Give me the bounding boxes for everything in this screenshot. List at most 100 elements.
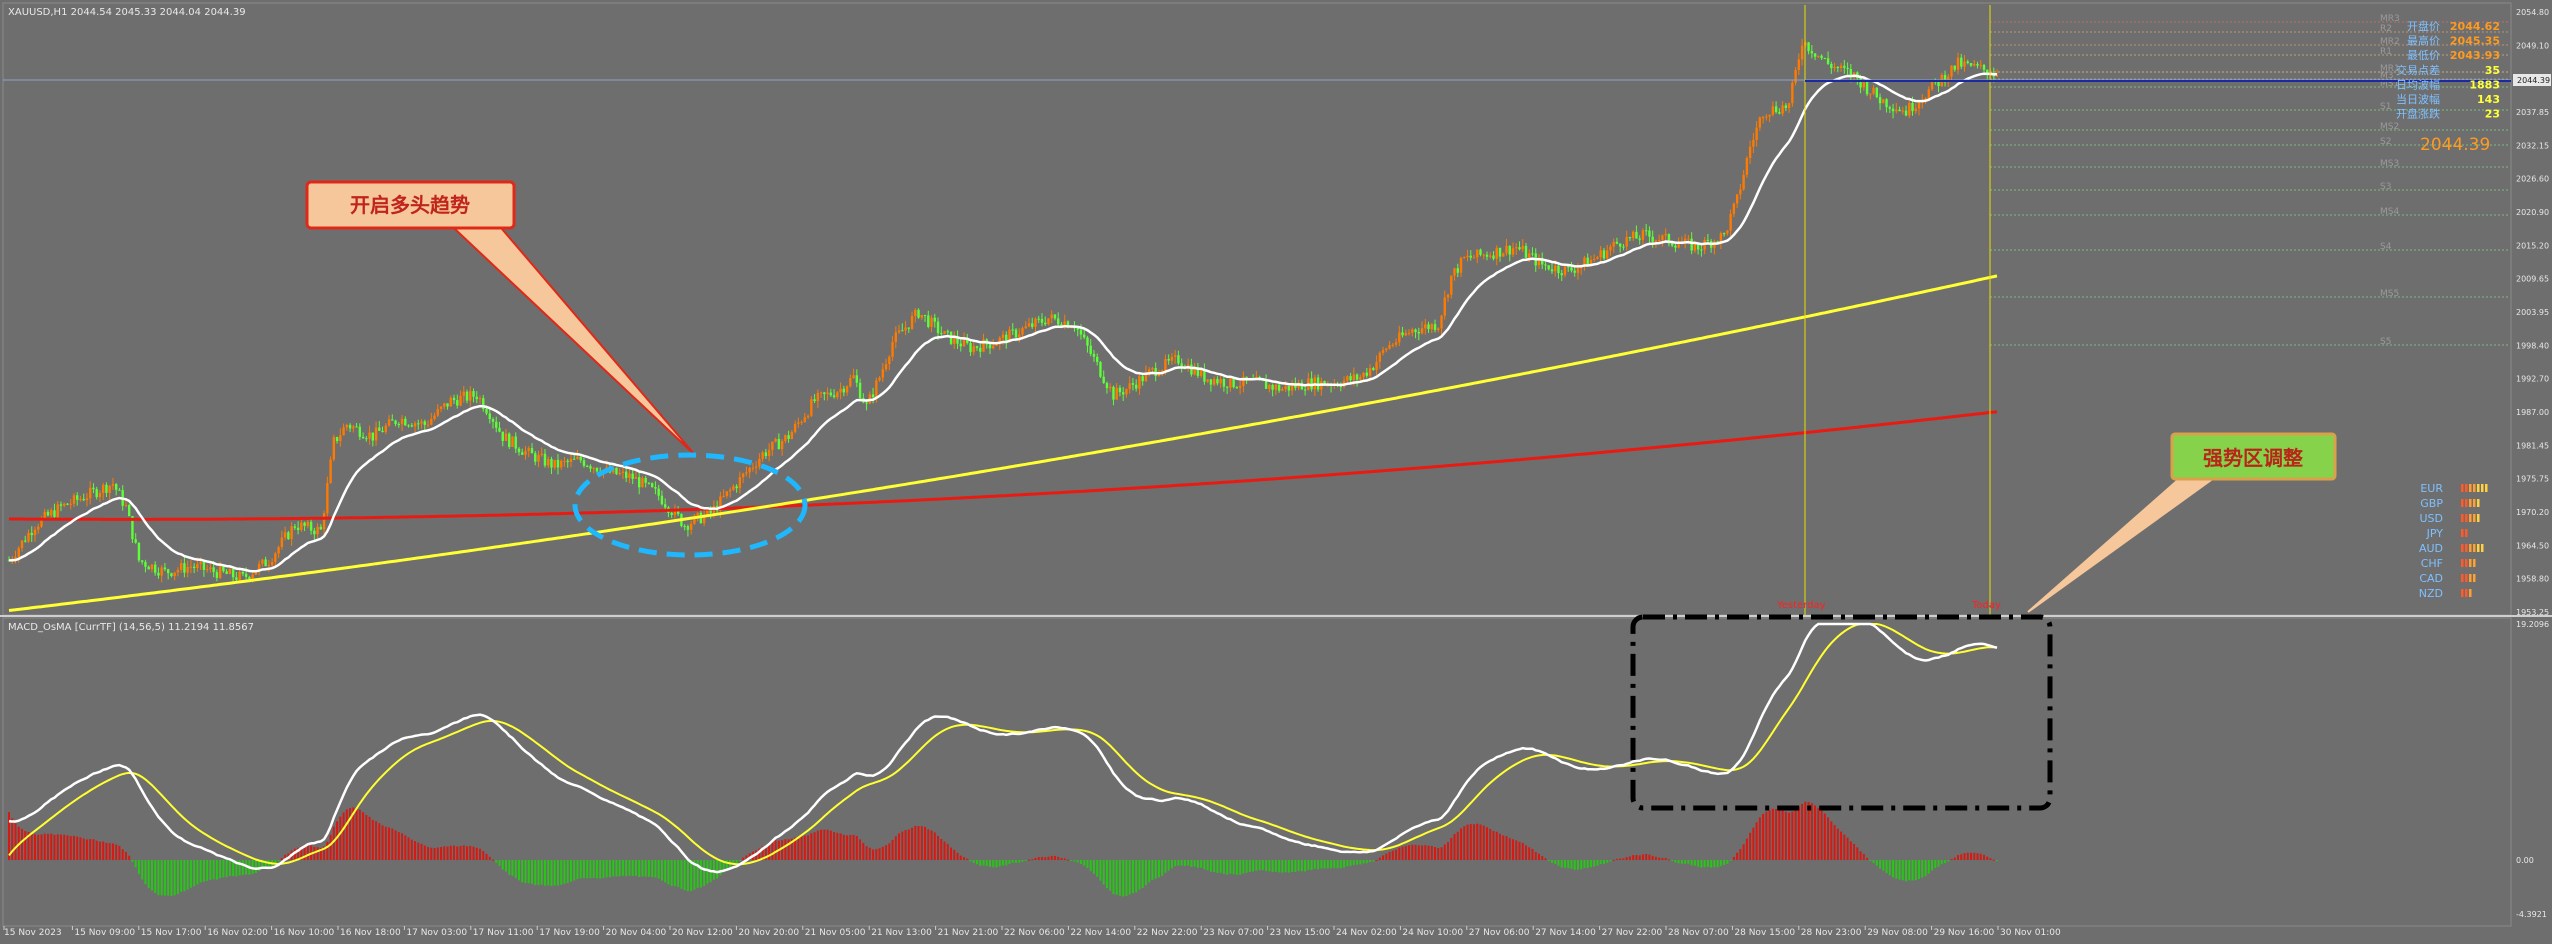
- macd-histogram-bar: [1970, 852, 1973, 861]
- candle-body: [82, 498, 85, 501]
- candle-body: [46, 511, 50, 516]
- candle-body: [560, 460, 563, 468]
- candle-body: [1992, 74, 1995, 77]
- macd-histogram-bar: [1047, 856, 1050, 861]
- candle-body: [1869, 93, 1872, 95]
- macd-histogram-bar: [1242, 860, 1245, 874]
- macd-histogram-bar: [1421, 845, 1424, 861]
- candle-body: [176, 569, 180, 573]
- time-tick-label: 22 Nov 14:00: [1070, 928, 1131, 938]
- macd-histogram-bar: [1352, 860, 1355, 865]
- candle-body: [1732, 203, 1736, 214]
- candle-body: [1839, 65, 1843, 68]
- candle-body: [1966, 61, 1969, 64]
- ma-fast-line: [8, 72, 1997, 573]
- macd-histogram-bar: [725, 860, 728, 870]
- macd-histogram-bar: [1716, 860, 1719, 868]
- macd-histogram-bar: [72, 835, 75, 861]
- candle-body: [1368, 367, 1372, 376]
- candle-body: [30, 532, 33, 536]
- macd-histogram-bar: [1505, 836, 1508, 861]
- candle-body: [644, 477, 647, 483]
- macd-histogram-bar: [1323, 860, 1326, 869]
- candle-body: [1459, 257, 1463, 273]
- macd-histogram-bar: [1541, 856, 1544, 861]
- candle-body: [566, 460, 569, 463]
- macd-histogram-bar: [716, 860, 719, 879]
- candle-body: [355, 426, 358, 428]
- macd-histogram-bar: [534, 860, 537, 886]
- macd-histogram-bar: [794, 837, 797, 861]
- candle-body: [959, 343, 962, 347]
- candle-body: [1479, 249, 1482, 255]
- macd-histogram-bar: [998, 860, 1001, 867]
- macd-tick-label: 0.00: [2516, 856, 2534, 865]
- candle-body: [1057, 318, 1060, 325]
- candle-body: [1235, 387, 1239, 389]
- candle-body: [24, 540, 27, 542]
- candle-body: [378, 427, 381, 431]
- macd-histogram-bar: [1492, 831, 1495, 861]
- candle-body: [1521, 245, 1524, 250]
- macd-histogram-bar: [875, 848, 878, 861]
- candle-body: [1076, 328, 1079, 330]
- candle-body: [472, 391, 475, 397]
- macd-histogram-bar: [1918, 860, 1921, 879]
- macd-histogram-bar: [1690, 860, 1693, 866]
- candle-body: [1813, 53, 1817, 57]
- price-tick-label: 2003.95: [2516, 308, 2549, 317]
- macd-histogram-bar: [1996, 860, 1998, 862]
- candle-body: [923, 314, 927, 316]
- candle-body: [1969, 63, 1973, 66]
- macd-histogram-bar: [284, 854, 287, 861]
- candle-body: [1271, 384, 1274, 390]
- candle-body: [1359, 377, 1362, 380]
- macd-histogram-bar: [1684, 860, 1687, 864]
- candle-body: [446, 403, 449, 407]
- macd-histogram-bar: [1281, 860, 1284, 873]
- candle-body: [335, 437, 339, 442]
- macd-histogram-bar: [43, 833, 46, 861]
- candle-body: [1388, 345, 1391, 349]
- candle-body: [1469, 255, 1472, 258]
- candle-body: [1277, 384, 1281, 391]
- macd-histogram-bar: [722, 860, 725, 873]
- macd-histogram-bar: [1888, 860, 1891, 876]
- macd-histogram-bar: [1953, 857, 1956, 861]
- candle-body: [160, 567, 163, 576]
- candle-body: [543, 453, 547, 466]
- macd-histogram-bar: [30, 833, 33, 861]
- candle-body: [1089, 345, 1092, 354]
- time-tick-label: 23 Nov 15:00: [1270, 928, 1331, 938]
- candle-body: [1115, 387, 1118, 400]
- macd-histogram-bar: [228, 860, 231, 877]
- macd-histogram-bar: [920, 826, 923, 861]
- macd-histogram-bar: [144, 860, 147, 885]
- macd-histogram-bar: [433, 847, 436, 861]
- candle-body: [452, 397, 456, 401]
- macd-histogram-bar: [1840, 831, 1843, 861]
- candle-body: [1719, 233, 1723, 243]
- macd-histogram-bar: [462, 845, 465, 861]
- price-tick-label: 2032.15: [2516, 141, 2549, 150]
- macd-histogram-bar: [40, 834, 43, 861]
- candle-body: [1112, 386, 1115, 400]
- candle-body: [1596, 257, 1599, 260]
- macd-histogram-bar: [1710, 860, 1713, 868]
- macd-histogram-bar: [621, 860, 624, 876]
- macd-histogram-bar: [1680, 860, 1683, 864]
- macd-histogram-bar: [1677, 860, 1680, 864]
- candle-body: [296, 527, 300, 531]
- candle-body: [1472, 257, 1476, 259]
- macd-histogram-bar: [1044, 857, 1047, 861]
- candle-body: [1774, 106, 1778, 113]
- candle-body: [1212, 379, 1216, 385]
- candle-body: [1846, 67, 1849, 70]
- candle-body: [904, 327, 907, 331]
- macd-histogram-bar: [1661, 857, 1664, 861]
- macd-histogram-bar: [1034, 857, 1037, 861]
- macd-histogram-bar: [1544, 858, 1547, 861]
- candle-body: [209, 567, 212, 570]
- macd-histogram-bar: [508, 860, 511, 875]
